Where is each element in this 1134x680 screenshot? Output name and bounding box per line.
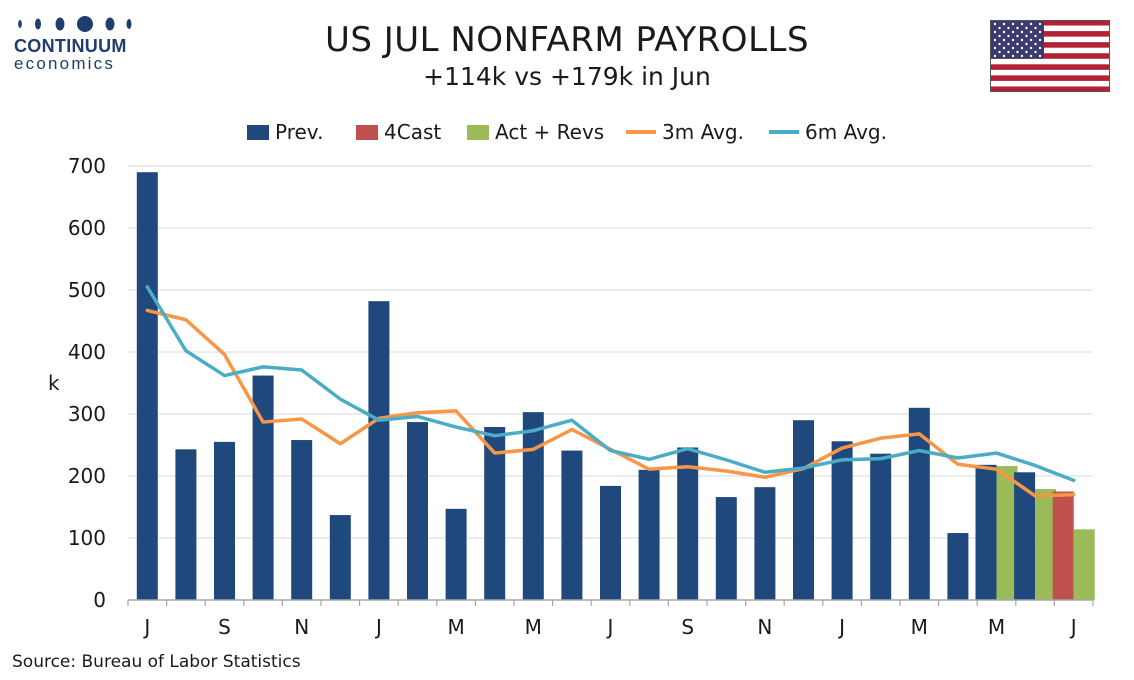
chart-subtitle: +114k vs +179k in Jun bbox=[423, 62, 711, 91]
x-tick-label: J bbox=[837, 615, 845, 639]
line-6m-avg bbox=[145, 285, 1076, 483]
bar-prev- bbox=[175, 449, 197, 600]
y-tick-label: 400 bbox=[68, 340, 106, 364]
x-tick-label: N bbox=[757, 615, 772, 639]
bar-4cast bbox=[1052, 491, 1074, 600]
bar-act-revs bbox=[1035, 489, 1057, 600]
bar-prev- bbox=[214, 441, 235, 600]
bars bbox=[136, 172, 1095, 600]
legend-swatch bbox=[356, 125, 378, 140]
legend-label: 6m Avg. bbox=[805, 120, 887, 144]
x-tick-label: M bbox=[911, 615, 928, 639]
us-flag-icon bbox=[990, 20, 1110, 92]
bar-prev- bbox=[677, 447, 699, 600]
y-tick-label: 0 bbox=[93, 588, 106, 612]
y-tick-label: 600 bbox=[68, 216, 106, 240]
bar-act-revs bbox=[996, 466, 1018, 600]
x-tick-label: N bbox=[294, 615, 309, 639]
x-tick-label: J bbox=[142, 615, 150, 639]
bar-act-revs bbox=[1073, 529, 1095, 600]
x-tick-label: J bbox=[374, 615, 382, 639]
legend-label: Prev. bbox=[275, 120, 323, 144]
x-tick-label: J bbox=[606, 615, 614, 639]
bar-prev- bbox=[407, 422, 428, 600]
bar-prev- bbox=[1014, 472, 1036, 600]
logo-name: CONTINUUM bbox=[14, 36, 127, 56]
bar-prev- bbox=[561, 450, 583, 600]
logo-dots-icon bbox=[14, 12, 134, 36]
y-tick-label: 100 bbox=[68, 526, 106, 550]
x-tick-label: S bbox=[218, 615, 231, 639]
bar-prev- bbox=[947, 533, 969, 600]
legend: Prev. 4Cast Act + Revs 3m Avg. 6m Avg. bbox=[247, 120, 887, 144]
bar-prev- bbox=[793, 420, 814, 600]
legend-label: 3m Avg. bbox=[662, 120, 744, 144]
legend-swatch bbox=[247, 125, 269, 140]
bar-prev- bbox=[445, 508, 467, 600]
bar-prev- bbox=[329, 515, 351, 600]
source-note: Source: Bureau of Labor Statistics bbox=[12, 652, 301, 672]
bar-prev- bbox=[291, 440, 313, 600]
bar-prev- bbox=[975, 464, 997, 600]
x-tick-label: S bbox=[681, 615, 694, 639]
axes: 0 100 200 300 400 500 600 700 J S N J M M J S N J M M J bbox=[68, 154, 1094, 639]
x-tick-label: M bbox=[525, 615, 542, 639]
bar-prev- bbox=[252, 375, 274, 600]
chart-title: US JUL NONFARM PAYROLLS bbox=[324, 20, 810, 60]
legend-label: Act + Revs bbox=[495, 120, 604, 144]
bar-prev- bbox=[638, 469, 660, 600]
legend-swatch bbox=[467, 125, 489, 140]
bar-prev- bbox=[136, 172, 158, 600]
bar-prev- bbox=[522, 412, 544, 600]
bar-prev- bbox=[484, 427, 506, 600]
bar-prev- bbox=[715, 497, 737, 600]
x-tick-label: M bbox=[988, 615, 1005, 639]
bar-prev- bbox=[368, 301, 390, 600]
bar-prev- bbox=[600, 485, 621, 600]
y-tick-label: 200 bbox=[68, 464, 106, 488]
bar-prev- bbox=[754, 487, 776, 600]
legend-label: 4Cast bbox=[384, 120, 441, 144]
line-3m-avg bbox=[145, 308, 1076, 498]
bar-prev- bbox=[870, 453, 892, 600]
continuum-economics-logo: CONTINUUM economics bbox=[14, 12, 134, 74]
bar-prev- bbox=[908, 407, 930, 600]
x-tick-label: M bbox=[447, 615, 464, 639]
avg-lines bbox=[145, 285, 1076, 498]
x-tick-label: J bbox=[1069, 615, 1077, 639]
y-tick-label: 500 bbox=[68, 278, 106, 302]
logo-subname: economics bbox=[14, 54, 116, 73]
y-tick-label: 300 bbox=[68, 402, 106, 426]
bar-prev- bbox=[831, 441, 853, 600]
y-tick-label: 700 bbox=[68, 154, 106, 178]
y-axis-label: k bbox=[48, 371, 60, 395]
